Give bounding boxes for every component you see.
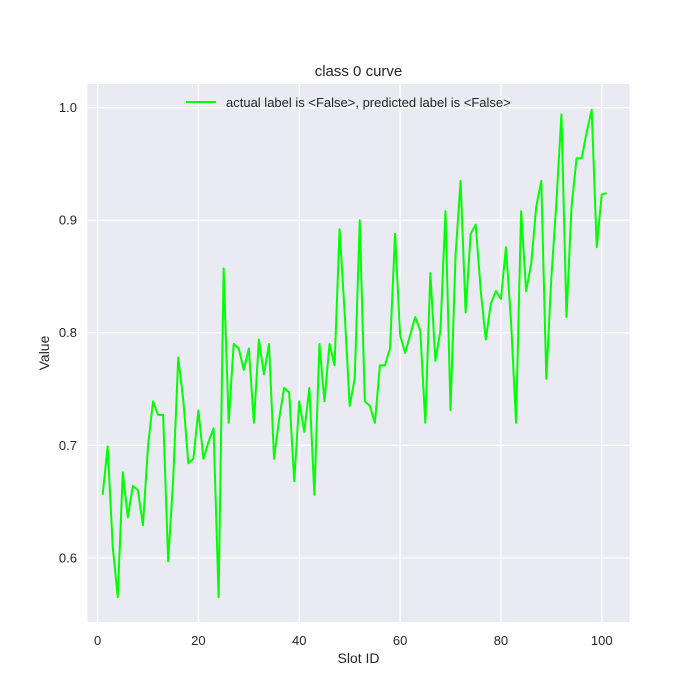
x-tick-label: 80 — [494, 633, 508, 648]
chart-title: class 0 curve — [315, 63, 403, 80]
x-tick-label: 0 — [94, 633, 101, 648]
y-tick-label: 0.9 — [59, 213, 77, 228]
series-lines — [101, 108, 608, 599]
y-axis-label: Value — [36, 335, 52, 370]
x-tick-labels: 0 20 40 60 80 100 — [94, 633, 613, 648]
x-tick-label: 20 — [191, 633, 205, 648]
y-tick-label: 1.0 — [59, 100, 77, 115]
x-tick-label: 60 — [393, 633, 407, 648]
legend: actual label is <False>, predicted label… — [186, 95, 511, 110]
grid — [87, 84, 630, 622]
y-tick-label: 0.6 — [59, 550, 77, 565]
y-tick-labels: 0.6 0.7 0.8 0.9 1.0 — [59, 100, 77, 565]
y-tick-label: 0.7 — [59, 438, 77, 453]
x-axis-label: Slot ID — [337, 650, 379, 666]
series-line — [101, 108, 608, 599]
plot-area — [87, 84, 630, 622]
x-tick-label: 40 — [292, 633, 306, 648]
legend-label: actual label is <False>, predicted label… — [226, 95, 511, 110]
x-tick-label: 100 — [591, 633, 613, 648]
y-tick-label: 0.8 — [59, 325, 77, 340]
